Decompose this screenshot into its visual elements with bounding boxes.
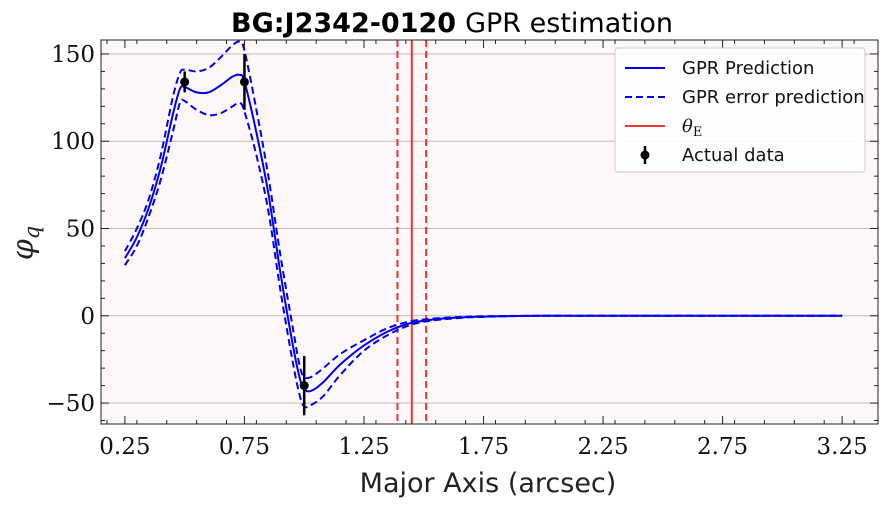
legend-box: [614, 47, 866, 173]
chart-title-bold: BG:J2342-0120: [231, 8, 456, 39]
legend-actual-data-marker: [640, 150, 650, 160]
theta-symbol: θ: [682, 116, 693, 137]
x-tick-label-1: 0.75: [219, 434, 270, 460]
series-gpr-prediction: [124, 73, 843, 393]
x-tick-label-6: 3.25: [817, 434, 868, 460]
y-tick-label-0: −50: [46, 391, 95, 417]
y-tick-label-3: 100: [51, 129, 95, 155]
chart-title-rest: GPR estimation: [465, 8, 673, 39]
series-gpr-error-upper: [124, 40, 843, 380]
series-gpr-error-lower: [124, 98, 843, 409]
axis-ticks: [101, 40, 878, 424]
y-axis-label-symbol: φ: [6, 239, 41, 260]
legend-actual-data-label: Actual data: [682, 145, 785, 166]
chart-title: BG:J2342-0120 GPR estimation: [231, 8, 673, 39]
x-tick-label-0: 0.25: [99, 434, 150, 460]
x-tick-label-3: 1.75: [458, 434, 509, 460]
x-tick-label-5: 2.75: [697, 434, 748, 460]
series-layer: [124, 40, 843, 409]
legend: GPR Prediction GPR error prediction θE Actu…: [614, 47, 866, 173]
y-tick-label-2: 50: [66, 217, 95, 243]
theta-subscript: E: [693, 125, 703, 140]
y-axis-label-subscript: q: [20, 226, 44, 239]
x-tick-label-2: 1.25: [338, 434, 389, 460]
x-tick-label-4: 2.25: [577, 434, 628, 460]
data-point-2: [299, 381, 309, 391]
legend-theta-e-label: θE: [682, 116, 702, 140]
x-axis-label: Major Axis (arcsec): [360, 468, 617, 499]
data-point-0: [180, 77, 190, 87]
legend-gpr-prediction-label: GPR Prediction: [682, 58, 814, 79]
theta-e-lines: [396, 40, 428, 424]
actual-data-layer: [180, 53, 309, 416]
plot-frame: [100, 39, 879, 425]
y-tick-label-4: 150: [51, 42, 95, 68]
y-axis-label: φq: [6, 226, 44, 260]
data-point-1: [239, 77, 249, 87]
y-tick-labels: −50 0 50 100 150: [46, 42, 95, 417]
legend-gpr-error-label: GPR error prediction: [682, 87, 865, 108]
x-tick-labels: 0.25 0.75 1.25 1.75 2.25 2.75 3.25: [99, 434, 867, 460]
y-tick-label-1: 0: [80, 304, 95, 330]
